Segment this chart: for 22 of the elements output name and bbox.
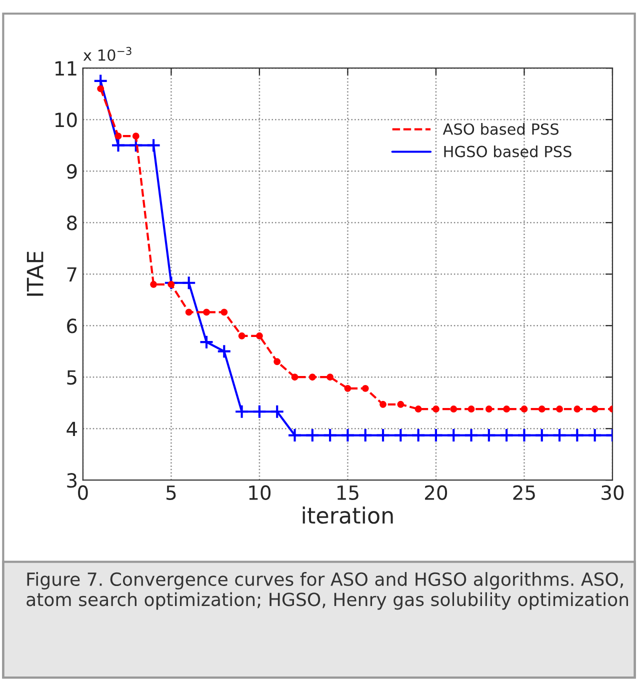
y-tick-label: 10: [55, 112, 77, 128]
x-tick-label: 5: [166, 486, 176, 500]
x-axis-title: iteration: [302, 506, 393, 524]
x-tick-label: 10: [249, 485, 271, 500]
legend-label: HGSO based PSS: [444, 145, 572, 158]
x-tick-label: 25: [513, 485, 535, 500]
y-tick-label: 3: [67, 473, 77, 488]
text: x 10$^{−3}$: [83, 46, 132, 61]
x-tick-label: 0: [78, 485, 88, 500]
y-tick-label: 4: [66, 422, 77, 436]
caption: Figure 7. Convergence curves for ASO and HGSO algorithms. ASO, atom search optimization; HGSO, Henry gas solubility optimization: [26, 572, 628, 610]
y-axis-title: ITAE: [26, 252, 44, 296]
y-tick-label: 9: [66, 164, 77, 179]
y-tick-label: 11: [55, 61, 76, 76]
legend-label: ASO based PSS: [442, 123, 559, 135]
y-tick-label: 6: [67, 318, 77, 334]
x-tick-label: 20: [425, 485, 448, 500]
x-tick-label: 15: [337, 486, 358, 500]
y-tick-label: 8: [67, 216, 77, 230]
x-tick-label: 30: [602, 485, 624, 500]
y-tick-label: 7: [67, 267, 76, 282]
y-tick-label: 5: [67, 370, 76, 385]
